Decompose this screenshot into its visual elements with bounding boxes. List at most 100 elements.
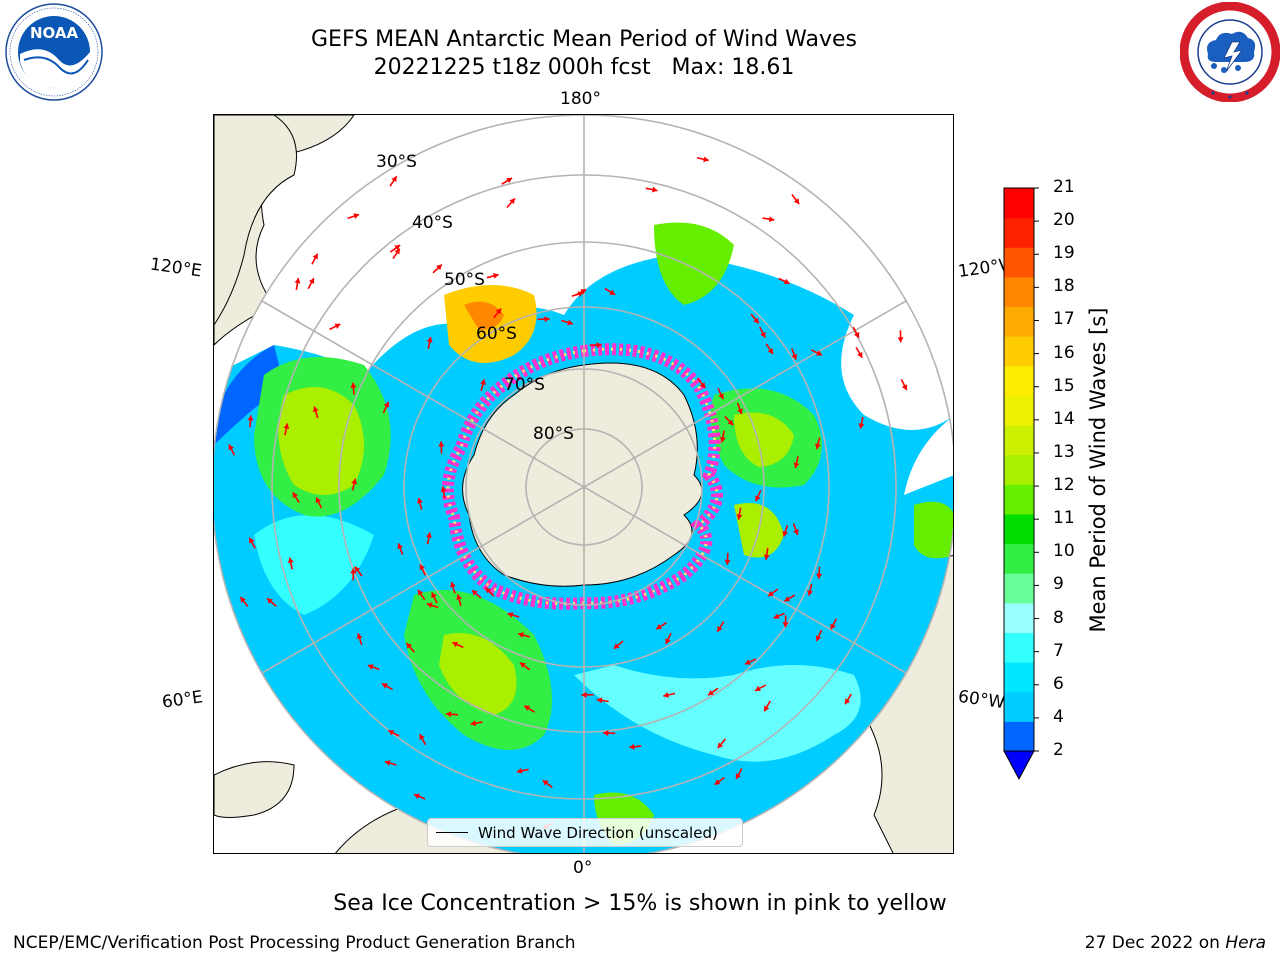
colorbar-segment [1004, 573, 1034, 604]
wind-wave-arrow-head [735, 773, 742, 780]
wind-wave-arrow-head [426, 602, 433, 609]
wind-wave-arrow-head [717, 625, 723, 632]
wind-wave-arrow-head [228, 444, 234, 451]
colorbar-tick-label: 12 [1053, 475, 1075, 496]
colorbar-tick-label: 13 [1053, 441, 1075, 462]
colorbar-segment [1004, 276, 1034, 308]
wind-wave-arrow-head [629, 743, 635, 750]
map-frame [213, 114, 954, 854]
colorbar-segment [1004, 425, 1034, 456]
wind-wave-arrow-head [613, 643, 620, 649]
wind-wave-arrow-head [760, 331, 766, 338]
wind-wave-arrow-head [394, 245, 401, 251]
wind-wave-arrow-head [470, 720, 477, 727]
wind-wave-arrow-head [350, 382, 357, 388]
map-legend: Wind Wave Direction (unscaled) [427, 818, 743, 847]
wind-wave-arrow-head [791, 353, 798, 360]
wind-wave-arrow-head [283, 423, 290, 429]
wind-wave-arrow-head [665, 638, 671, 645]
colorbar-segment [1004, 306, 1034, 337]
wind-wave-arrow-head [717, 742, 724, 749]
wind-wave-arrow-head [394, 248, 400, 255]
wind-wave-arrow-head [773, 613, 780, 619]
wind-wave-arrow-head [744, 659, 751, 665]
colorbar-tick-label: 18 [1053, 276, 1075, 297]
lat-label-30s: 30°S [376, 152, 417, 172]
footer-date-text: 27 Dec 2022 on [1084, 933, 1226, 953]
lat-label-70s: 70°S [504, 375, 545, 395]
wind-wave-arrow-head [350, 568, 357, 574]
legend-label: Wind Wave Direction (unscaled) [478, 823, 718, 842]
colorbar-segment [1004, 217, 1034, 248]
wind-wave-arrow-head [651, 186, 658, 193]
wind-wave-arrow-head [240, 597, 246, 603]
wind-wave-arrow-head [495, 308, 502, 315]
wind-wave-arrow-head [308, 278, 315, 284]
wind-wave-arrow-head [783, 278, 790, 285]
wind-wave-arrow-head [414, 793, 420, 800]
lon-label-60w: 60°W [956, 686, 1007, 714]
lon-label-180: 180° [560, 89, 601, 109]
wind-wave-arrow-head [507, 612, 514, 618]
wind-wave-arrow-head [708, 689, 714, 696]
wind-wave-arrow-head [287, 557, 294, 564]
wind-wave-arrow-head [391, 176, 397, 183]
wind-wave-arrow-head [351, 478, 358, 485]
wind-wave-arrow-head [267, 598, 273, 604]
wind-wave-arrow-head [247, 415, 254, 421]
wind-wave-arrow-head [516, 767, 523, 774]
wind-wave-arrow-head [782, 622, 789, 628]
colorbar-segment [1004, 336, 1034, 367]
wind-wave-arrow-head [353, 213, 360, 219]
colorbar-segment [1004, 484, 1034, 515]
wind-wave-arrow-head [452, 641, 459, 648]
colorbar-tick-label: 10 [1053, 541, 1075, 562]
wind-wave-arrow-head [727, 419, 734, 426]
wind-wave-arrow-head [436, 264, 442, 271]
wind-wave-arrow-head [807, 590, 813, 596]
colorbar-tick-label: 15 [1053, 375, 1075, 396]
graticule [214, 115, 953, 853]
wind-wave-arrow-head [440, 486, 447, 492]
wind-wave-arrow-head [816, 573, 823, 579]
wind-wave-arrow-head [768, 216, 775, 223]
wind-wave-arrow-head [580, 289, 587, 295]
wind-wave-arrow-head [724, 559, 731, 565]
lon-label-0: 0° [573, 858, 593, 878]
colorbar-tick-label: 4 [1053, 706, 1064, 727]
chart-title: GEFS MEAN Antarctic Mean Period of Wind … [311, 27, 857, 52]
wind-wave-arrow-head [763, 554, 770, 560]
wind-wave-arrow-head [480, 379, 486, 385]
wind-wave-arrow-head [901, 384, 908, 391]
footer-date: 27 Dec 2022 on Hera [1085, 933, 1266, 953]
wind-wave-arrow-head [354, 566, 361, 573]
wind-wave-arrow-head [793, 198, 800, 205]
wind-wave-arrow-head [334, 323, 341, 329]
wind-wave-arrow-head [506, 177, 513, 184]
wind-wave-arrow-head [384, 760, 391, 766]
wind-wave-arrow-head [312, 406, 319, 413]
colorbar-tick-label: 11 [1053, 508, 1075, 529]
wind-wave-arrow-head [596, 342, 602, 349]
wind-wave-arrow-head [456, 594, 462, 600]
wind-wave-arrow-head [419, 564, 425, 571]
wind-wave-arrow-head [784, 596, 791, 602]
wind-wave-arrow-head [793, 462, 800, 469]
colorbar-under-triangle [1003, 750, 1035, 781]
wind-wave-arrow-head [315, 497, 322, 504]
wind-wave-arrow-head [471, 590, 478, 596]
wind-wave-arrow-head [417, 589, 424, 596]
lat-label-50s: 50°S [444, 270, 485, 290]
wind-wave-arrow-head [857, 351, 863, 358]
colorbar-tick-label: 19 [1053, 243, 1075, 264]
colorbar-tick-label: 8 [1053, 607, 1064, 628]
wind-wave-arrow-head [736, 514, 743, 520]
colorbar-outline [1003, 187, 1035, 752]
wind-wave-arrow-head [294, 278, 301, 284]
wind-wave-arrow-head [815, 635, 822, 642]
wind-wave-arrow-head [853, 332, 860, 338]
wind-wave-arrow-head [356, 633, 363, 640]
footer-credit: NCEP/EMC/Verification Post Processing Pr… [13, 933, 576, 953]
noaa-logo: NOAA [5, 3, 103, 101]
colorbar-tick-label: 2 [1053, 740, 1064, 760]
